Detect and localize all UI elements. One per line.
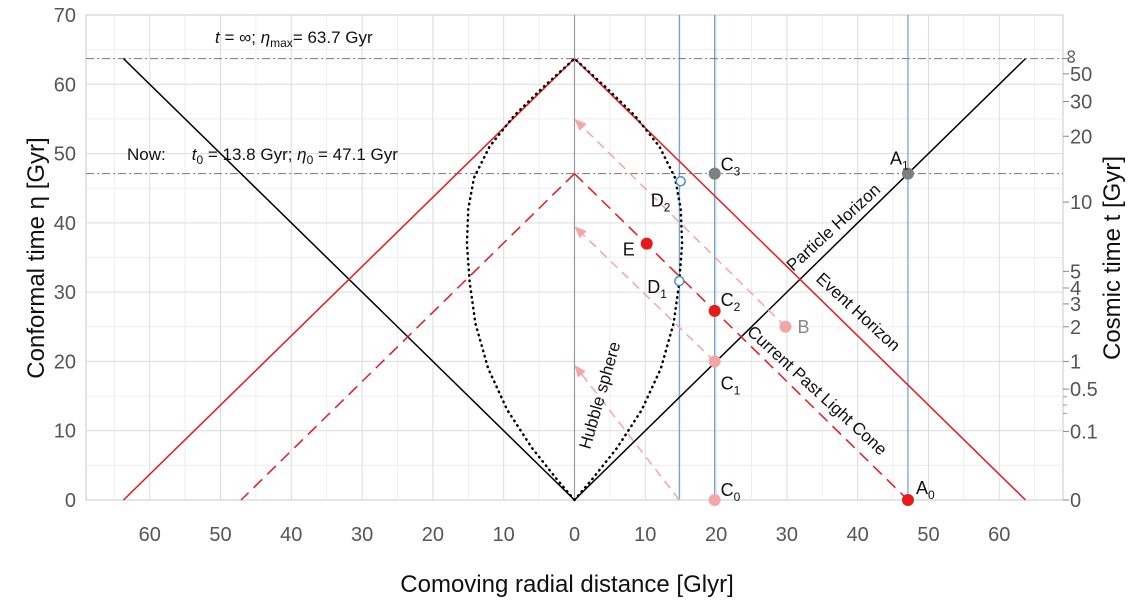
x-tick-label: 30	[776, 524, 798, 546]
point-B	[779, 320, 792, 333]
point-label-C1: C1	[721, 373, 741, 397]
x-tick-label: 10	[634, 524, 656, 546]
horizon-lines	[122, 15, 1027, 502]
right-tick-label: 1	[1070, 351, 1081, 373]
y-tick-label: 30	[54, 282, 76, 304]
point-C1	[708, 355, 721, 368]
point-A0	[901, 494, 914, 506]
series-line-4	[573, 173, 909, 501]
y-tick-label: 0	[65, 490, 76, 512]
y-tick-label: 50	[54, 144, 76, 166]
right-tick-label: 50	[1070, 64, 1092, 86]
point-C0	[708, 494, 721, 506]
y-tick-label: 60	[54, 74, 76, 96]
x-tick-label: 60	[988, 524, 1010, 546]
right-tick-label: 2	[1070, 317, 1081, 339]
point-label-D2: D2	[651, 190, 671, 214]
point-label-E: E	[623, 240, 635, 260]
series-line-5	[240, 173, 576, 501]
point-label-C3: C3	[721, 155, 741, 179]
x-tick-label: 10	[493, 524, 515, 546]
x-tick-label: 40	[847, 524, 869, 546]
y-axis-label-left: Conformal time η [Gyr]	[23, 137, 50, 378]
series-line-3	[122, 58, 576, 501]
point-label-C2: C2	[721, 290, 741, 314]
y-axis-label-right: Cosmic time t [Gyr]	[1099, 156, 1126, 360]
arrow-head-0	[574, 364, 586, 378]
point-A1	[901, 167, 914, 180]
x-tick-label: 20	[705, 524, 727, 546]
right-tick-label: 10	[1070, 192, 1092, 214]
right-tick-label: 30	[1070, 92, 1092, 114]
right-tick-label: 3	[1070, 294, 1081, 316]
x-axis-label: Comoving radial distance [Glyr]	[400, 571, 733, 598]
y-tick-label: 20	[54, 351, 76, 373]
point-D1	[674, 275, 685, 287]
series-line-2	[573, 58, 1027, 501]
tick-labels: 60 50 40 30 20 10 0 10 20 30 40 50 60010203040506070…	[54, 5, 1098, 546]
point-label-C0: C0	[721, 480, 741, 504]
right-tick-label: 0	[1070, 490, 1081, 512]
x-tick-label: 40	[280, 524, 302, 546]
x-tick-label: 50	[917, 524, 939, 546]
overlay-marks: A0 A1 B C0 C1 C2 C3 D1 D2 E	[574, 118, 935, 506]
arrow-head-1	[574, 226, 587, 239]
point-label-B: B	[797, 317, 809, 337]
arrow-head-2	[574, 118, 587, 131]
x-tick-label: 0	[569, 524, 580, 546]
y-tick-label: 40	[54, 213, 76, 235]
x-tick-label: 50	[209, 524, 231, 546]
y-tick-label: 70	[54, 5, 76, 27]
now-annotation: Now: t0 = 13.8 Gyr; η0 = 47.1 Gyr	[127, 145, 398, 167]
right-tick-label: 0.1	[1070, 421, 1098, 443]
point-label-A0: A0	[916, 478, 935, 502]
y-tick-label: 10	[54, 421, 76, 443]
point-E	[640, 237, 653, 250]
right-tick-label: 4	[1070, 278, 1081, 300]
right-tick-label: 20	[1070, 126, 1092, 148]
point-label-D1: D1	[647, 277, 667, 301]
x-tick-label: 20	[422, 524, 444, 546]
right-tick-label: 5	[1070, 261, 1081, 283]
point-C3	[708, 167, 721, 180]
x-tick-label: 60	[139, 524, 161, 546]
point-label-A1: A1	[890, 149, 909, 173]
arrow-line-0	[581, 373, 680, 501]
arrow-line-1	[582, 234, 716, 362]
point-C2	[708, 304, 721, 317]
right-tick-label-infinity: ∞	[1060, 50, 1082, 64]
x-tick-label: 30	[351, 524, 373, 546]
eta-max-annotation: t = ∞; ηmax= 63.7 Gyr	[215, 28, 373, 50]
point-D2	[675, 176, 686, 187]
right-tick-label: 0.5	[1070, 379, 1098, 401]
grid	[85, 14, 1064, 501]
arrow-line-2	[582, 126, 787, 328]
